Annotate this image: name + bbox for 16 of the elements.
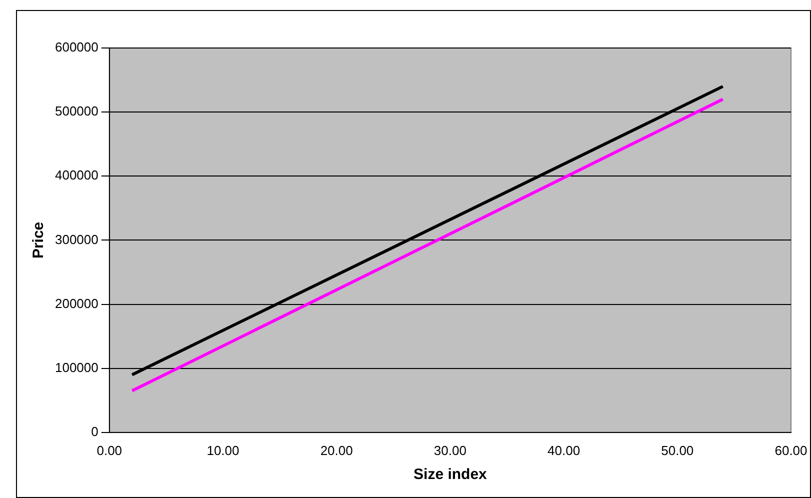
y-tick-label: 0 (91, 424, 98, 439)
x-tick-label: 0.00 (96, 442, 122, 458)
y-tick-label: 300000 (54, 232, 98, 247)
y-tick-label: 100000 (54, 360, 98, 375)
x-axis-title: Size index (414, 466, 488, 484)
x-tick-label: 60.00 (774, 442, 808, 458)
x-tick-label: 10.00 (206, 442, 240, 458)
x-tick-label: 50.00 (661, 442, 694, 458)
y-tick-label: 400000 (54, 168, 98, 183)
y-axis-title: Price (30, 222, 48, 259)
y-tick-label: 200000 (54, 296, 98, 311)
y-tick-label: 600000 (54, 40, 98, 55)
x-tick-label: 30.00 (434, 442, 466, 458)
y-tick-label: 500000 (54, 104, 98, 119)
x-tick-label: 20.00 (320, 442, 353, 458)
x-tick-label: 40.00 (548, 442, 580, 458)
